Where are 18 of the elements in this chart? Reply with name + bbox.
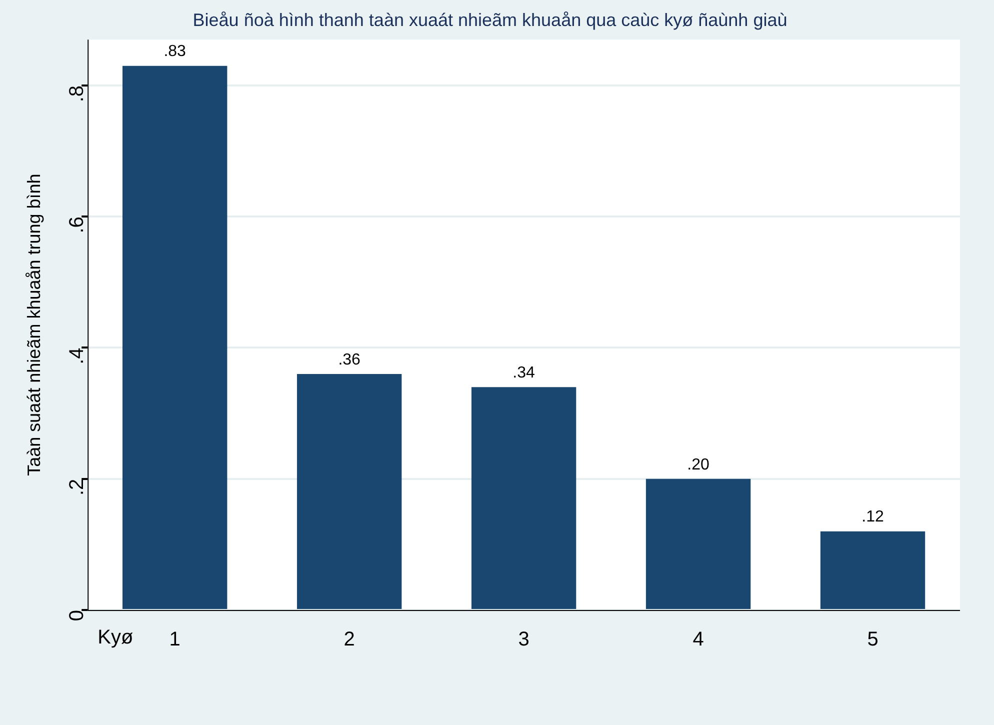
y-axis-title: Taàn suaát nhieãm khuaån trung bình — [24, 174, 44, 476]
chart-title: Bieåu ñoà hình thanh taàn xuaát nhieãm khuaån qua caùc kyø ñaùnh giaù — [192, 10, 788, 30]
x-axis-title: Kyø — [98, 626, 134, 649]
y-tick-label: .6 — [66, 216, 88, 234]
x-tick-label: 3 — [518, 628, 530, 651]
data-label: .20 — [687, 456, 710, 474]
data-label: .36 — [338, 351, 361, 368]
data-label: .83 — [164, 43, 186, 60]
x-tick-label: 2 — [344, 628, 355, 651]
y-tick-label: .8 — [66, 85, 88, 102]
y-tick-label: .4 — [66, 348, 88, 364]
x-tick-label: 5 — [867, 628, 878, 651]
y-tick-label: 0 — [66, 610, 88, 622]
y-tick-label: .2 — [66, 478, 88, 496]
x-tick-label: 1 — [169, 628, 180, 651]
x-tick-label: 4 — [692, 628, 704, 651]
data-label: .12 — [862, 508, 884, 526]
data-label: .34 — [512, 364, 536, 382]
